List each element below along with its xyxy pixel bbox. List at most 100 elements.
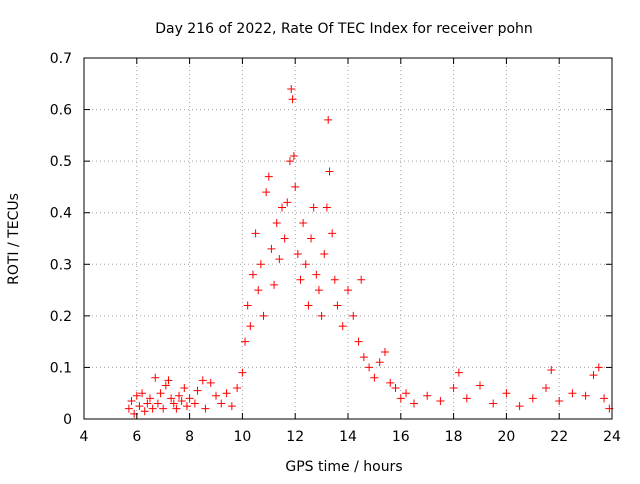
data-point bbox=[375, 358, 384, 367]
data-point bbox=[185, 394, 194, 403]
data-point bbox=[161, 381, 170, 390]
data-point bbox=[278, 203, 286, 212]
x-axis-label: GPS time / hours bbox=[285, 459, 402, 475]
data-point bbox=[169, 399, 178, 408]
data-point bbox=[140, 407, 149, 416]
data-point bbox=[127, 396, 136, 405]
grid-lines bbox=[84, 58, 612, 419]
data-point bbox=[262, 188, 271, 197]
data-point bbox=[291, 182, 300, 191]
data-point bbox=[256, 260, 265, 269]
data-point bbox=[212, 391, 220, 400]
data-point bbox=[124, 404, 133, 413]
x-tick-label: 12 bbox=[286, 429, 304, 445]
data-point bbox=[246, 322, 255, 331]
data-point bbox=[325, 167, 334, 176]
data-point bbox=[410, 399, 418, 408]
data-point bbox=[391, 384, 400, 393]
data-point bbox=[454, 368, 463, 377]
data-point bbox=[151, 373, 160, 382]
data-point bbox=[164, 376, 173, 385]
data-point bbox=[449, 384, 458, 393]
data-point bbox=[241, 337, 250, 346]
data-point bbox=[280, 234, 289, 243]
data-point bbox=[547, 366, 556, 375]
data-point bbox=[135, 402, 144, 411]
data-point bbox=[324, 115, 333, 124]
x-tick-label: 8 bbox=[185, 429, 194, 445]
y-tick-label: 0.1 bbox=[50, 360, 72, 376]
data-point bbox=[528, 394, 537, 403]
data-point bbox=[380, 347, 389, 356]
data-point bbox=[175, 391, 184, 400]
data-point bbox=[365, 363, 374, 372]
data-point bbox=[354, 337, 363, 346]
data-point bbox=[238, 368, 247, 377]
data-point bbox=[462, 394, 471, 403]
data-point bbox=[148, 404, 157, 413]
x-tick-label: 6 bbox=[132, 429, 141, 445]
data-point bbox=[542, 384, 550, 393]
y-tick-label: 0.4 bbox=[50, 206, 72, 222]
data-point bbox=[177, 396, 186, 405]
data-point bbox=[312, 270, 321, 279]
y-tick-label: 0.2 bbox=[50, 309, 72, 325]
data-point bbox=[283, 198, 292, 207]
data-point bbox=[264, 172, 273, 181]
y-tick-label: 0.7 bbox=[50, 51, 72, 67]
y-tick-label: 0 bbox=[63, 412, 72, 428]
data-point bbox=[198, 376, 207, 385]
data-point bbox=[349, 311, 358, 320]
data-point bbox=[515, 402, 524, 411]
data-point bbox=[476, 381, 484, 390]
data-point bbox=[159, 404, 168, 413]
data-point bbox=[338, 322, 347, 331]
data-point bbox=[581, 391, 590, 400]
data-point bbox=[267, 244, 276, 253]
data-point bbox=[589, 371, 598, 380]
x-tick-label: 24 bbox=[603, 429, 621, 445]
data-point bbox=[270, 280, 279, 289]
data-point bbox=[402, 389, 411, 398]
data-point bbox=[146, 394, 154, 403]
data-point bbox=[275, 255, 284, 264]
data-point bbox=[132, 391, 141, 400]
data-point bbox=[296, 275, 305, 284]
axis-ticks: 4 6 8 10 12 14 16 18 20 22 24 0 0.1 0.2 0.3 0.4 0.5 0.6 0.… bbox=[50, 51, 621, 445]
data-point bbox=[555, 396, 564, 405]
data-point bbox=[301, 260, 310, 269]
chart-title: Day 216 of 2022, Rate Of TEC Index for r… bbox=[155, 21, 533, 37]
y-axis-label: ROTI / TECUs bbox=[6, 193, 22, 285]
data-point bbox=[251, 229, 260, 238]
x-tick-label: 10 bbox=[233, 429, 251, 445]
data-point bbox=[330, 275, 339, 284]
x-tick-label: 18 bbox=[445, 429, 463, 445]
data-point bbox=[304, 301, 313, 310]
data-point bbox=[243, 301, 252, 310]
y-tick-label: 0.3 bbox=[50, 257, 72, 273]
data-point bbox=[156, 389, 165, 398]
data-point bbox=[289, 151, 298, 160]
data-point bbox=[254, 286, 263, 295]
data-point bbox=[206, 378, 215, 387]
data-point bbox=[143, 399, 152, 408]
data-points bbox=[124, 84, 614, 418]
data-point bbox=[138, 389, 147, 398]
x-tick-label: 20 bbox=[497, 429, 515, 445]
data-point bbox=[222, 389, 231, 398]
data-point bbox=[344, 286, 352, 295]
data-point bbox=[285, 157, 294, 166]
x-tick-label: 22 bbox=[550, 429, 568, 445]
data-point bbox=[322, 203, 331, 212]
data-point bbox=[328, 229, 337, 238]
y-tick-label: 0.6 bbox=[50, 103, 72, 119]
x-tick-label: 14 bbox=[339, 429, 357, 445]
data-point bbox=[272, 219, 281, 228]
data-point bbox=[307, 234, 316, 243]
data-point bbox=[436, 396, 445, 405]
data-point bbox=[217, 399, 226, 408]
data-point bbox=[293, 249, 302, 258]
data-point bbox=[359, 353, 368, 362]
